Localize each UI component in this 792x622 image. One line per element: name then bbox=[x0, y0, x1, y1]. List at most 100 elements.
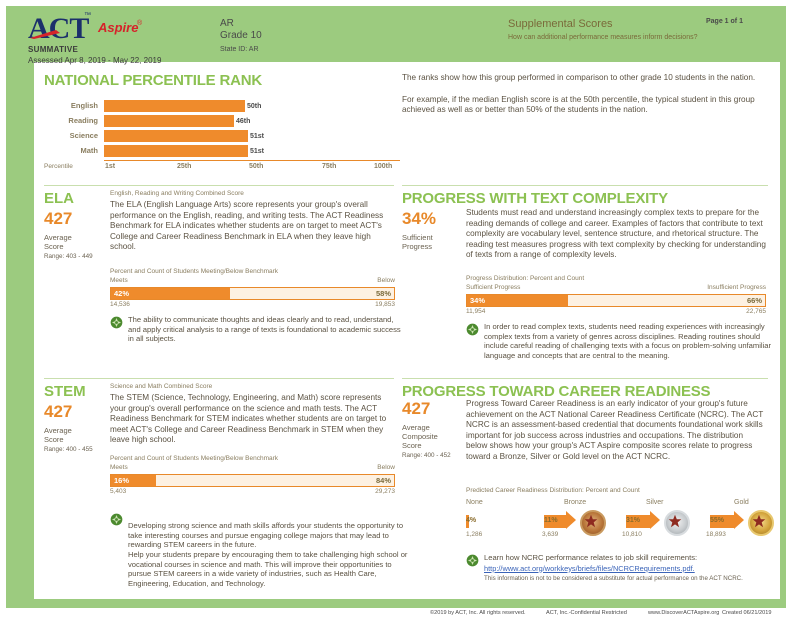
career-distribution-caption: Predicted Career Readiness Distribution:… bbox=[466, 487, 640, 494]
percentile-bar-science bbox=[104, 130, 248, 142]
text-complexity-percent: 34% bbox=[402, 209, 437, 228]
ela-distribution-counts: 14,536 19,853 bbox=[110, 301, 395, 311]
stem-average-score: 427 bbox=[44, 402, 73, 421]
divider-text-complexity bbox=[402, 185, 768, 186]
stem-bar-fill-meets bbox=[111, 475, 157, 486]
ela-bar-fill-meets bbox=[111, 288, 230, 299]
footer-created-date: Created 06/21/2019 bbox=[722, 610, 772, 616]
percentile-tick-75th: 75th bbox=[322, 163, 337, 170]
state-id-label: State ID: AR bbox=[220, 46, 259, 53]
stem-title: STEM bbox=[44, 383, 86, 400]
career-readiness-chart: None Bronze Silver Gold 4% 1,286 11% 3,6… bbox=[466, 499, 774, 551]
footer-website[interactable]: www.DiscoverACTAspire.org bbox=[648, 610, 720, 616]
text-complexity-score-block: 34% Sufficient Progress bbox=[402, 209, 460, 252]
text-complexity-title: PROGRESS WITH TEXT COMPLEXITY bbox=[402, 190, 668, 207]
career-score-label-line1: Average bbox=[402, 423, 430, 432]
ela-note: The ability to communicate thoughts and … bbox=[110, 315, 406, 344]
ela-left-header: Meets bbox=[110, 277, 128, 284]
ela-note-text: The ability to communicate thoughts and … bbox=[128, 315, 401, 344]
career-percent-bronze: 11% bbox=[544, 517, 558, 524]
career-bar-silver bbox=[626, 515, 650, 528]
aspire-logo-wordmark: Aspire bbox=[98, 20, 139, 35]
text-complexity-bar: 34% 66% bbox=[466, 294, 766, 307]
career-description: Progress Toward Career Readiness is an e… bbox=[466, 399, 766, 463]
grade-label: Grade 10 bbox=[220, 30, 262, 41]
org-and-grade-block: AR Grade 10 bbox=[220, 18, 262, 42]
percentile-section-title: NATIONAL PERCENTILE RANK bbox=[44, 72, 262, 89]
report-subtitle: How can additional performance measures … bbox=[508, 34, 698, 41]
page-footer-strip bbox=[6, 608, 786, 622]
percentile-axis-title: Percentile bbox=[44, 163, 73, 170]
ela-distribution: Percent and Count of Students Meeting/Be… bbox=[110, 268, 395, 311]
career-level-label-silver: Silver bbox=[646, 499, 664, 506]
percentile-bar-reading bbox=[104, 115, 234, 127]
ela-right-header: Below bbox=[377, 277, 395, 284]
stem-score-block: 427 Average Score Range: 400 - 455 bbox=[44, 402, 108, 454]
text-complexity-section: PROGRESS WITH TEXT COMPLEXITY bbox=[402, 190, 768, 207]
act-logo-wordmark: ACT bbox=[28, 12, 89, 45]
ela-distribution-caption: Percent and Count of Students Meeting/Be… bbox=[110, 268, 279, 275]
green-diamond-icon bbox=[110, 503, 123, 525]
text-complexity-bar-fill-sufficient bbox=[467, 295, 569, 306]
text-complexity-body-text: Students must read and understand increa… bbox=[466, 208, 766, 260]
stem-distribution: Percent and Count of Students Meeting/Be… bbox=[110, 455, 395, 498]
report-type-label: SUMMATIVE bbox=[28, 45, 79, 54]
stem-score-label-line1: Average bbox=[44, 426, 72, 435]
percentile-value-english: 50th bbox=[247, 103, 262, 110]
stem-note-text: Developing strong science and math skill… bbox=[128, 521, 408, 588]
text-complexity-note: In order to read complex texts, students… bbox=[466, 322, 782, 360]
percentile-value-math: 51st bbox=[250, 148, 265, 155]
career-percent-silver: 31% bbox=[626, 517, 641, 524]
stem-below-percent: 84% bbox=[375, 476, 391, 485]
ela-title: ELA bbox=[44, 190, 74, 207]
percentile-row-label-reading: Reading bbox=[68, 116, 98, 125]
career-score-label-line2: Composite bbox=[402, 432, 438, 441]
career-count-none: 1,286 bbox=[466, 531, 483, 538]
career-bar-bronze bbox=[544, 515, 566, 528]
text-complexity-right-header: Insufficient Progress bbox=[707, 284, 766, 291]
stem-distribution-caption: Percent and Count of Students Meeting/Be… bbox=[110, 455, 279, 462]
ela-score-block: 427 Average Score Range: 403 - 449 bbox=[44, 209, 106, 261]
career-count-bronze: 3,639 bbox=[542, 531, 559, 538]
percentile-paragraph-2: For example, if the median English score… bbox=[402, 94, 755, 115]
aspire-logo-trademark: ® bbox=[137, 20, 143, 27]
divider-stem bbox=[44, 378, 394, 379]
page-indicator: Page 1 of 1 bbox=[706, 18, 743, 25]
org-name: AR bbox=[220, 18, 234, 29]
career-arrowhead-gold bbox=[734, 511, 744, 529]
career-title: PROGRESS TOWARD CAREER READINESS bbox=[402, 383, 711, 400]
footer-copyright: ©2019 by ACT, Inc. All rights reserved. bbox=[430, 610, 526, 616]
green-diamond-icon bbox=[466, 323, 479, 336]
ncrc-requirements-link[interactable]: http://www.act.org/workkeys/briefs/files… bbox=[484, 563, 695, 573]
report-header: ACT ™ Aspire ® SUMMATIVE Assessed Apr 8,… bbox=[6, 6, 786, 65]
stem-body-text: The STEM (Science, Technology, Engineeri… bbox=[110, 393, 387, 445]
career-body-text: Progress Toward Career Readiness is an e… bbox=[466, 399, 764, 461]
report-title: Supplemental Scores bbox=[508, 18, 613, 30]
career-composite-score: 427 bbox=[402, 399, 431, 418]
career-distribution: Predicted Career Readiness Distribution:… bbox=[466, 487, 768, 494]
percentile-value-science: 51st bbox=[250, 133, 265, 140]
ela-score-label-line2: Score bbox=[44, 242, 64, 251]
stem-right-header: Below bbox=[377, 464, 395, 471]
ela-section: ELA bbox=[44, 190, 394, 207]
stem-description-block: Science and Math Combined Score The STEM… bbox=[110, 383, 395, 446]
text-complexity-insufficient-count: 22,765 bbox=[746, 308, 766, 315]
ela-description-block: English, Reading and Writing Combined Sc… bbox=[110, 190, 395, 253]
career-note: Learn how NCRC performance relates to jo… bbox=[466, 553, 784, 583]
percentile-tick-50th: 50th bbox=[249, 163, 264, 170]
career-score-label-line3: Score bbox=[402, 441, 422, 450]
stem-left-header: Meets bbox=[110, 464, 128, 471]
divider-ela bbox=[44, 185, 394, 186]
act-logo-trademark: ™ bbox=[84, 12, 91, 19]
percentile-tick-1st: 1st bbox=[105, 163, 116, 170]
career-score-range: Range: 400 - 452 bbox=[402, 452, 451, 459]
green-diamond-icon bbox=[110, 316, 123, 329]
text-complexity-distribution-headers: Sufficient Progress Insufficient Progres… bbox=[466, 284, 766, 294]
career-count-gold: 18,893 bbox=[706, 531, 726, 538]
ela-average-score: 427 bbox=[44, 209, 73, 228]
stem-caption: Science and Math Combined Score bbox=[110, 383, 213, 390]
career-bar-none bbox=[466, 515, 469, 528]
stem-benchmark-bar: 16% 84% bbox=[110, 474, 395, 487]
percentile-tick-100th: 100th bbox=[374, 163, 393, 170]
